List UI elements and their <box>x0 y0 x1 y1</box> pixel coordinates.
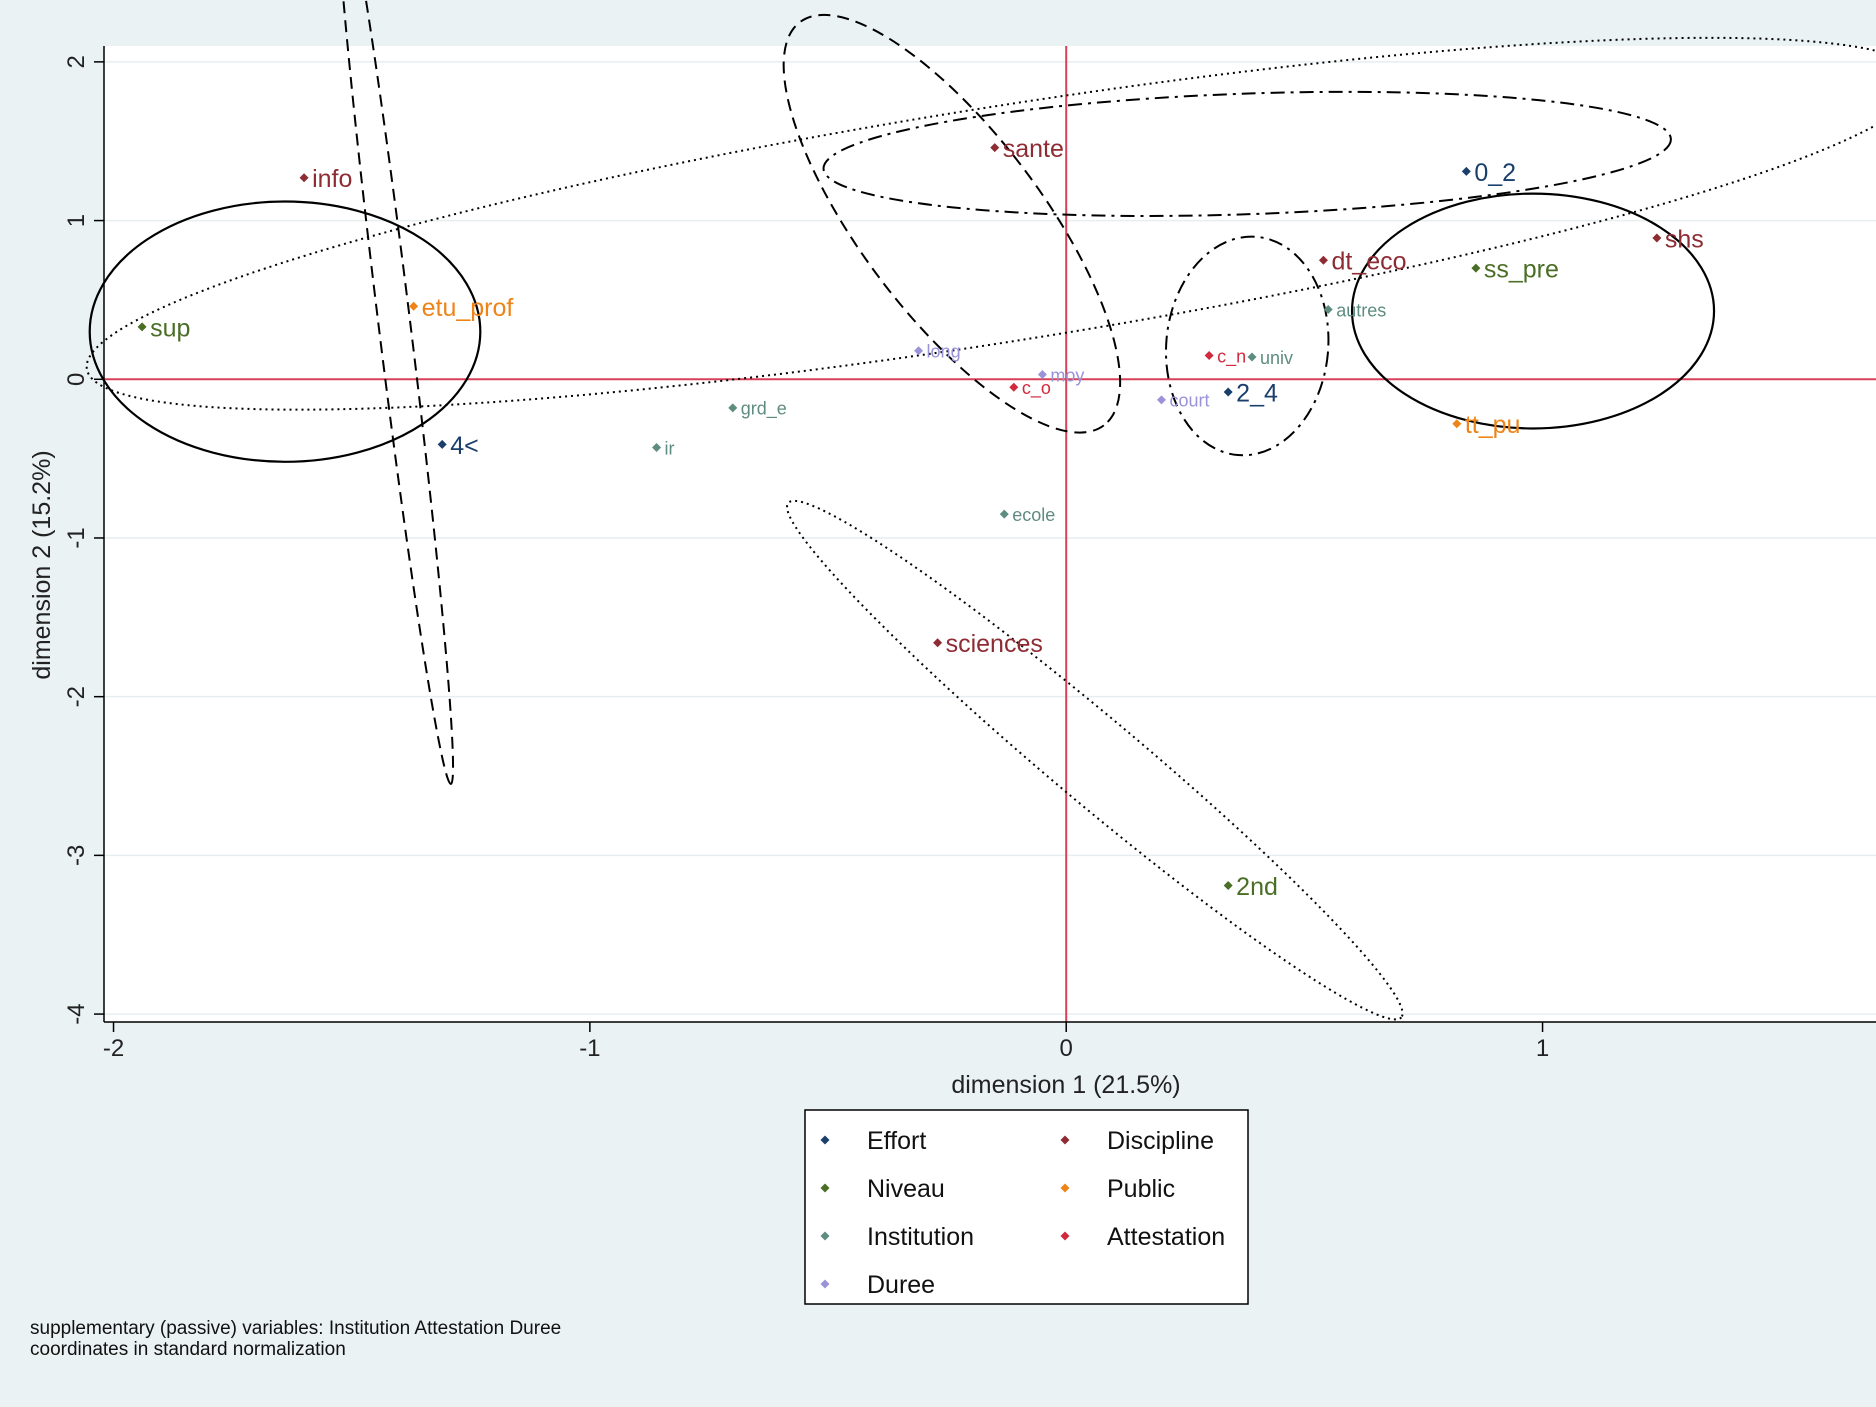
point-dt_eco <box>1318 255 1328 265</box>
point-label-2_4: 2_4 <box>1236 379 1278 407</box>
x-tick-label: -2 <box>103 1035 124 1062</box>
point-long <box>914 346 924 356</box>
legend-label-public: Public <box>1107 1175 1175 1203</box>
point-label-c_o: c_o <box>1022 378 1051 399</box>
legend-label-niveau: Niveau <box>867 1175 945 1203</box>
y-tick-label: 1 <box>63 214 90 227</box>
point-label-info: info <box>312 165 352 193</box>
x-tick-label: 1 <box>1536 1035 1549 1062</box>
point-label-ecole: ecole <box>1012 505 1055 525</box>
y-tick-label: 2 <box>63 55 90 68</box>
ellipse-solid <box>88 200 482 463</box>
point-label-court: court <box>1169 391 1209 411</box>
x-tick-label: 0 <box>1060 1035 1073 1062</box>
y-axis-title: dimension 2 (15.2%) <box>28 450 56 679</box>
reference-lines <box>104 46 1876 1022</box>
point-c_n <box>1204 350 1214 360</box>
point-label-univ: univ <box>1260 348 1293 368</box>
point-ir <box>652 443 662 453</box>
y-tick-label: -3 <box>63 845 90 866</box>
legend-marker-effort <box>820 1135 830 1145</box>
point-grd_e <box>728 403 738 413</box>
ellipse-dotted <box>786 499 1404 1021</box>
x-axis-title: dimension 1 (21.5%) <box>951 1071 1180 1099</box>
ellipse-dashdot <box>1164 235 1330 457</box>
point-court <box>1156 395 1166 405</box>
point-sciences <box>933 638 943 648</box>
note-line-2: coordinates in standard normalization <box>30 1339 346 1360</box>
y-tick-label: -4 <box>63 1003 90 1024</box>
legend-marker-niveau <box>820 1183 830 1193</box>
ellipse-dashdot <box>822 90 1672 217</box>
point-label-sup: sup <box>150 314 190 342</box>
point-univ <box>1247 352 1257 362</box>
point-label-dt_eco: dt_eco <box>1331 248 1406 276</box>
point-label-moy: moy <box>1050 365 1084 385</box>
ellipse-solid <box>1350 192 1716 430</box>
legend-marker-duree <box>820 1279 830 1289</box>
point-label-long: long <box>927 342 961 362</box>
legend-label-discipline: Discipline <box>1107 1127 1214 1155</box>
point-c_o <box>1009 382 1019 392</box>
point-ss_pre <box>1471 263 1481 273</box>
legend-box <box>804 1109 1249 1305</box>
point-label-ss_pre: ss_pre <box>1484 256 1559 284</box>
point-shs <box>1652 233 1662 243</box>
point-sante <box>990 143 1000 153</box>
data-points: 0_2 2_4 4< sup ss_pre 2nd autres grd_eir ecole un… <box>137 135 1704 901</box>
point-sup <box>137 322 147 332</box>
point-moy <box>1037 370 1047 380</box>
legend-marker-public <box>1060 1183 1070 1193</box>
point-2_4 <box>1223 387 1233 397</box>
ellipse-dashed <box>335 0 455 785</box>
legend-marker-institution <box>820 1231 830 1241</box>
note-line-1: supplementary (passive) variables: Insti… <box>30 1318 561 1339</box>
point-autres <box>1323 304 1333 314</box>
legend: Effort Discipline Niveau Public Institution A… <box>804 1109 1249 1305</box>
point-label-2nd: 2nd <box>1236 873 1278 901</box>
point-label-tt_pu: tt_pu <box>1465 411 1521 439</box>
legend-label-institution: Institution <box>867 1223 974 1251</box>
legend-label-attestation: Attestation <box>1107 1223 1225 1251</box>
x-tick-label: -1 <box>579 1035 600 1062</box>
legend-marker-discipline <box>1060 1135 1070 1145</box>
legend-label-effort: Effort <box>867 1127 926 1155</box>
axes: -2 -1 0 1 2 1 0 -1 -2 -3 -4 <box>63 46 1876 1062</box>
point-ecole <box>999 509 1009 519</box>
point-info <box>299 173 309 183</box>
y-tick-label: 0 <box>63 373 90 386</box>
point-label-ir: ir <box>665 438 675 458</box>
point-label-c_n: c_n <box>1217 346 1246 367</box>
ellipses <box>85 0 1876 1021</box>
point-label-0_2: 0_2 <box>1474 159 1516 187</box>
legend-label-duree: Duree <box>867 1271 935 1299</box>
point-label-shs: shs <box>1665 226 1704 254</box>
point-0_2 <box>1461 166 1471 176</box>
point-label-etu_prof: etu_prof <box>422 294 514 322</box>
point-label-sante: sante <box>1003 135 1064 163</box>
y-tick-label: -1 <box>63 527 90 548</box>
y-tick-label: -2 <box>63 686 90 707</box>
point-label-autres: autres <box>1336 300 1386 320</box>
point-label-sciences: sciences <box>946 630 1043 658</box>
point-label-4<: 4< <box>450 432 479 460</box>
point-4< <box>437 439 447 449</box>
point-label-grd_e: grd_e <box>741 399 787 420</box>
point-tt_pu <box>1452 419 1462 429</box>
point-2nd <box>1223 881 1233 891</box>
point-etu_prof <box>409 301 419 311</box>
plot-area <box>104 46 1876 1022</box>
legend-marker-attestation <box>1060 1231 1070 1241</box>
